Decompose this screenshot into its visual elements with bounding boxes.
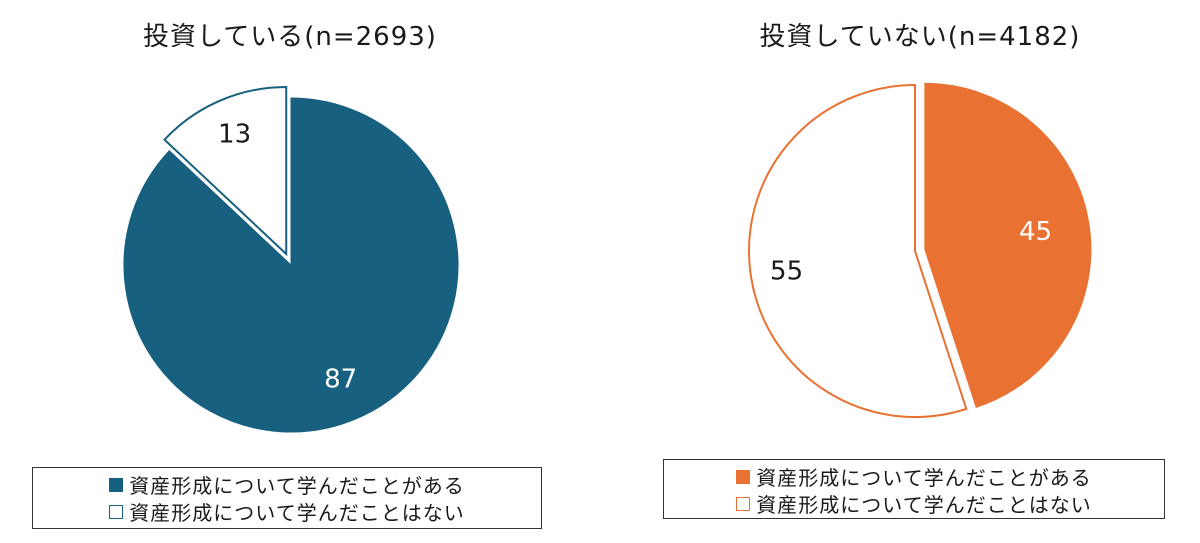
chart-title: 投資している(n=2693) [143,22,437,52]
legend-label-learned: 資産形成について学んだことがある [756,466,1092,490]
legend-swatch-not-learned [736,496,751,511]
legend-item-not-learned: 資産形成について学んだことはない [664,490,1164,517]
legend: 資産形成について学んだことがある 資産形成について学んだことはない [32,467,542,529]
data-label-not-learned: 13 [218,120,251,150]
pie-slice-not-learned [163,85,288,257]
legend-item-learned: 資産形成について学んだことがある [33,471,541,498]
legend-label-learned: 資産形成について学んだことがある [129,474,465,498]
legend-item-learned: 資産形成について学んだことがある [664,463,1164,490]
legend-swatch-not-learned [109,504,124,519]
legend: 資産形成について学んだことがある 資産形成について学んだことはない [663,459,1165,519]
pie-chart-invested: 87 13 [123,85,459,433]
legend-item-not-learned: 資産形成について学んだことはない [33,498,541,525]
chart-not-invested: 投資していない(n=4182) 45 55 資産形成について学んだことがある 資産… [600,0,1200,543]
pie-slice-learned [123,97,459,433]
data-label-learned: 45 [1019,217,1052,247]
data-label-learned: 87 [324,365,357,395]
legend-swatch-learned [109,477,124,492]
chart-invested: 投資している(n=2693) 87 13 資産形成について学んだことがある 資産形… [32,22,542,529]
pie-chart-not-invested: 45 55 [748,82,1092,418]
legend-label-not-learned: 資産形成について学んだことはない [756,493,1092,517]
pie-slice-not-learned [748,83,968,418]
data-label-not-learned: 55 [770,256,803,286]
legend-swatch-learned [736,469,751,484]
legend-label-not-learned: 資産形成について学んだことはない [129,501,465,525]
chart-title: 投資していない(n=4182) [759,22,1081,52]
pie-slice-learned [924,82,1092,408]
